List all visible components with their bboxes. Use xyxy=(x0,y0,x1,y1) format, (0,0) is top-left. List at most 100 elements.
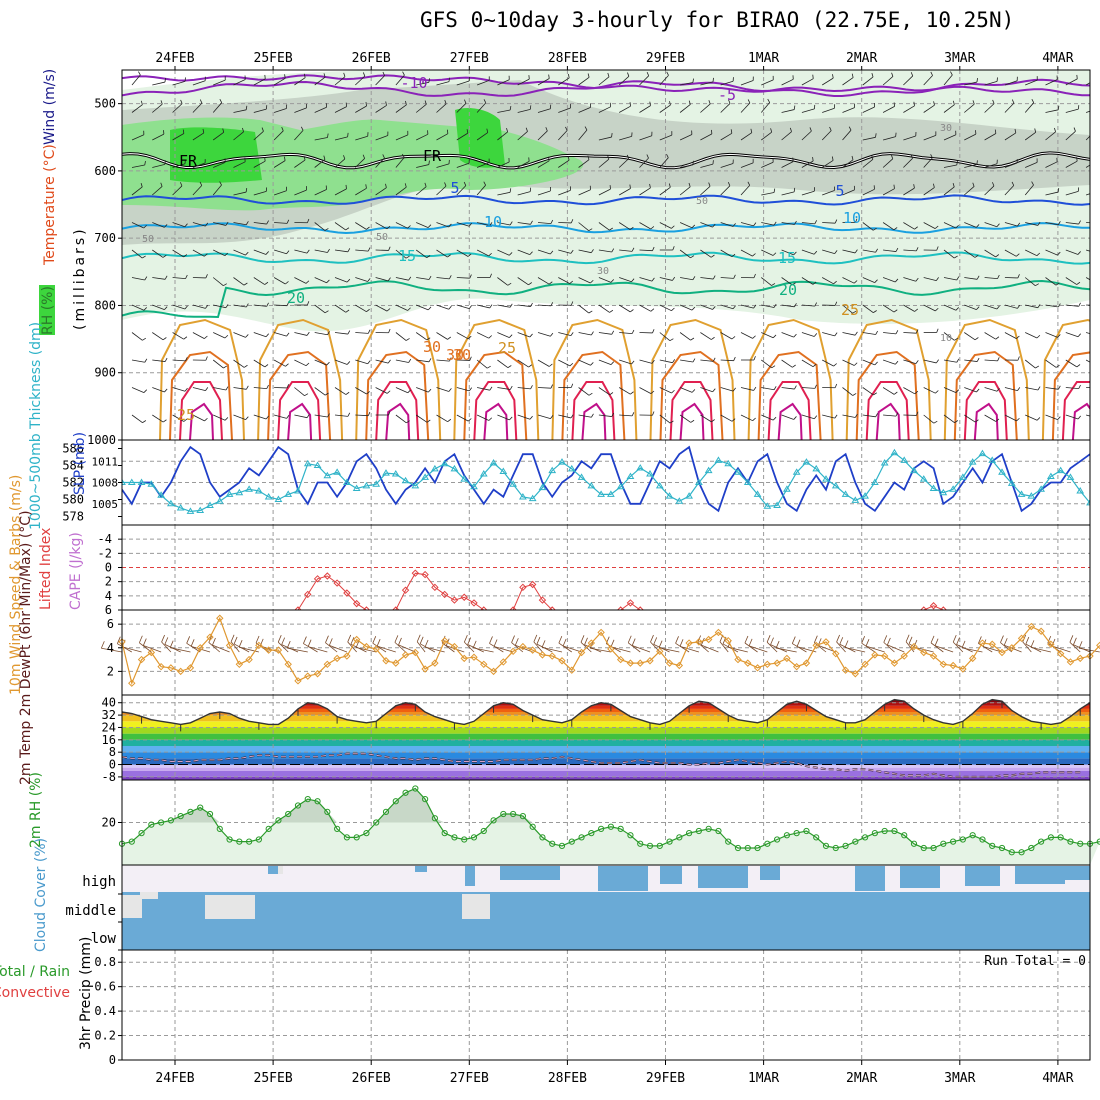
wind-barb-flag xyxy=(669,338,674,342)
wind-barb-flag xyxy=(142,255,146,259)
wind-barb xyxy=(659,134,673,141)
rh-marker xyxy=(891,827,898,835)
wind-barb xyxy=(700,186,711,196)
wind-barb xyxy=(172,387,186,392)
rh-marker xyxy=(901,832,908,839)
wind-speed-marker xyxy=(548,652,556,660)
rh-marker xyxy=(998,844,1006,852)
wind-barb-flag xyxy=(930,635,935,644)
wind-barb xyxy=(719,641,729,653)
wind-barb xyxy=(984,304,998,310)
wind-barb xyxy=(984,163,998,168)
wind-barb xyxy=(436,277,450,280)
wind-barb xyxy=(233,387,247,390)
wind-speed-marker xyxy=(920,648,928,657)
wind-barb xyxy=(659,187,671,196)
wind-speed-marker xyxy=(792,662,801,671)
wind-barb-flag xyxy=(1037,386,1041,391)
rh-marker xyxy=(734,844,742,852)
wind-speed-marker xyxy=(597,628,605,637)
wind-speed-marker xyxy=(499,658,508,666)
wind-barb-flag xyxy=(732,387,736,392)
wind-barb xyxy=(1065,131,1076,141)
wind-barb xyxy=(1045,277,1057,286)
slp-tick-label: 1011 xyxy=(92,455,119,468)
wind-barb-flag xyxy=(548,74,550,79)
wind-barb-flag xyxy=(748,638,753,647)
rh-marker xyxy=(334,825,341,832)
wind-speed-marker xyxy=(294,677,302,685)
y-tick-label: 0.6 xyxy=(94,980,116,994)
wind-barb-flag xyxy=(997,357,1000,362)
y-tick-label: 2 xyxy=(105,575,112,589)
wind-barb xyxy=(821,160,834,168)
contour-label: 30 xyxy=(446,346,464,364)
wind-barb xyxy=(761,332,774,339)
wind-barb-flag xyxy=(1036,334,1041,339)
wind-barb-flag xyxy=(164,160,166,165)
wind-barb xyxy=(598,277,612,283)
wind-barb xyxy=(748,645,768,653)
wind-barb xyxy=(639,387,652,394)
wind-barb xyxy=(294,249,308,254)
low-middle-cloud xyxy=(122,892,1090,950)
wind-barb xyxy=(680,359,694,363)
wind-barb xyxy=(456,277,470,279)
wind-barb-flag xyxy=(839,637,844,645)
wind-barb-flag xyxy=(184,223,188,227)
wind-barb-flag xyxy=(286,414,290,419)
wind-barb-flag xyxy=(464,99,467,104)
wind-barb xyxy=(230,641,240,653)
rh2m-panel: 20 2m RH (%) xyxy=(28,772,1100,866)
wind-barb xyxy=(436,304,449,310)
wind-barb xyxy=(233,131,244,141)
wind-barb-flag xyxy=(525,127,528,132)
wind-barb-flag xyxy=(238,640,243,648)
wind-barb-flag xyxy=(995,336,1000,340)
wind-barb-flag xyxy=(266,384,269,389)
wind-barb-flag xyxy=(1003,638,1008,646)
wind-barb xyxy=(314,106,327,113)
wind-barb-flag xyxy=(300,126,304,131)
wind-barb xyxy=(578,129,588,141)
wind-barb-flag xyxy=(245,221,249,225)
rh-90-area xyxy=(170,108,505,183)
wind-barb xyxy=(476,184,486,196)
wind-barb-flag xyxy=(913,184,915,189)
wind-barb xyxy=(517,332,531,338)
rh-marker xyxy=(451,834,458,841)
wind-barb-flag xyxy=(590,249,594,253)
wind-barb xyxy=(923,277,937,282)
wind-barb xyxy=(456,162,470,168)
wind-barb xyxy=(627,642,641,653)
wind-barb xyxy=(1085,277,1090,281)
wind-barb-flag xyxy=(509,188,512,193)
wind-barb xyxy=(436,332,448,340)
wind-barb-flag xyxy=(692,160,694,165)
wind-barb xyxy=(619,359,632,365)
wind-barb-flag xyxy=(914,308,919,312)
wind-barb xyxy=(212,277,224,286)
wind-barb-flag xyxy=(666,153,669,158)
thickness-marker xyxy=(792,468,801,475)
wind-speed-marker xyxy=(392,659,400,667)
thickness-marker xyxy=(919,475,928,482)
wind-barb-flag xyxy=(1025,636,1030,645)
wind-barb xyxy=(355,387,367,395)
wind-barb-flag xyxy=(1031,181,1034,186)
thickness-marker xyxy=(675,497,684,504)
wind-barb-flag xyxy=(651,359,655,364)
isotherm-40-loop xyxy=(385,402,411,440)
wind-barb xyxy=(720,185,731,196)
rh-marker xyxy=(324,808,331,815)
wind-barb xyxy=(659,304,672,312)
thickness-marker xyxy=(157,491,165,498)
wind-barb xyxy=(943,387,957,393)
wind-barb xyxy=(517,304,531,307)
rh-marker xyxy=(441,830,448,837)
wind-ticks: 246 xyxy=(107,617,122,678)
isotherm-40-loop xyxy=(973,402,999,440)
rh-marker xyxy=(813,834,820,841)
wind-barb xyxy=(619,188,631,196)
wind-barb xyxy=(355,304,367,313)
